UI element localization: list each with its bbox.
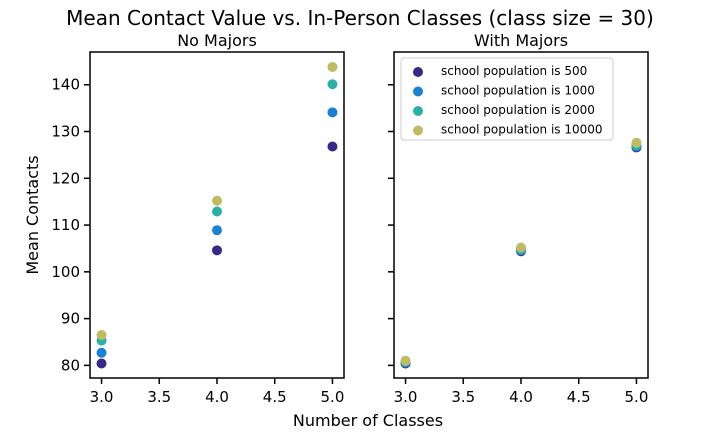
x-axis-label: Number of Classes [293, 411, 443, 430]
x-tick-label: 5.0 [321, 388, 345, 406]
data-point [516, 242, 526, 253]
x-tick-label: 3.0 [394, 388, 418, 406]
x-tick-label: 4.0 [509, 388, 533, 406]
x-tick-label: 3.0 [90, 388, 114, 406]
y-tick-label: 120 [51, 169, 80, 187]
legend-marker [413, 86, 423, 97]
data-point [327, 79, 338, 90]
y-tick-label: 100 [51, 263, 80, 281]
y-tick-label: 90 [61, 310, 80, 328]
panel-title-right: With Majors [474, 31, 568, 50]
data-point [212, 225, 222, 236]
x-tick-label: 3.5 [451, 388, 475, 406]
data-point [96, 347, 107, 358]
y-axis-label: Mean Contacts [23, 155, 42, 274]
data-point [327, 61, 338, 72]
x-tick-label: 4.5 [567, 388, 591, 406]
data-point [212, 245, 222, 256]
y-tick-label: 110 [51, 216, 80, 234]
legend-marker [413, 125, 423, 136]
plot-frame [89, 51, 345, 379]
x-tick-label: 3.5 [147, 388, 171, 406]
data-point [212, 195, 222, 206]
data-point [212, 206, 222, 217]
legend-label: school population is 500 [441, 64, 587, 78]
data-point [96, 358, 107, 369]
legend-marker [413, 106, 423, 116]
panel-with-majors: 3.0 3.5 4.0 4.5 5.0 school population is 500 s… [388, 51, 649, 406]
figure-title: Mean Contact Value vs. In-Person Classes… [66, 6, 654, 30]
x-tick-label: 4.5 [263, 388, 287, 406]
panel-no-majors: 3.0 3.5 4.0 4.5 5.0 80 90 100 110 120 130 140 [51, 51, 345, 406]
x-tick-label: 4.0 [205, 388, 229, 406]
data-point [96, 329, 107, 340]
panel-title-left: No Majors [177, 31, 257, 50]
y-tick-label: 80 [61, 356, 80, 374]
plot-frame [393, 51, 649, 379]
x-tick-label: 5.0 [625, 388, 649, 406]
data-point [327, 141, 338, 152]
legend-box [400, 57, 614, 141]
y-tick-label: 130 [51, 123, 80, 141]
legend-label: school population is 1000 [441, 84, 595, 98]
legend-label: school population is 2000 [441, 103, 595, 117]
legend-marker [413, 67, 423, 77]
y-tick-label: 140 [51, 76, 80, 94]
data-point [400, 355, 411, 366]
data-point [327, 107, 338, 118]
legend-label: school population is 10000 [441, 123, 603, 137]
data-point [631, 137, 642, 148]
